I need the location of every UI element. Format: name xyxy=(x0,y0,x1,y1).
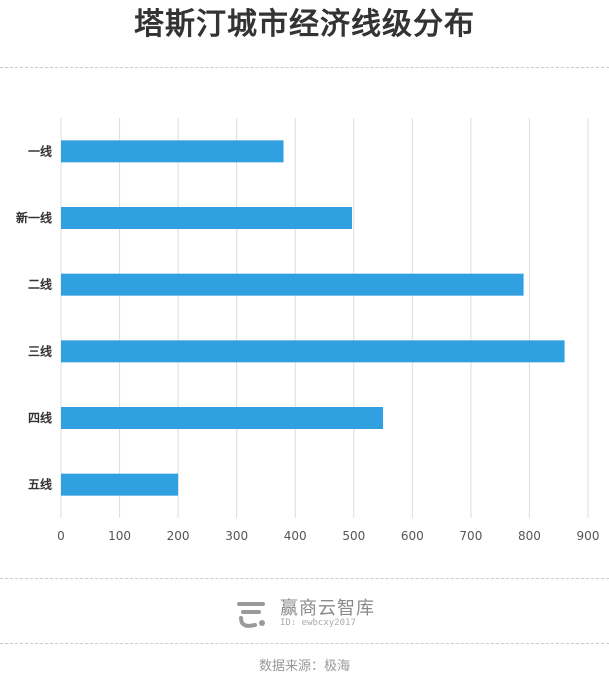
x-tick-label: 100 xyxy=(108,529,131,543)
x-tick-label: 200 xyxy=(167,529,190,543)
x-tick-label: 800 xyxy=(518,529,541,543)
y-category-label: 一线 xyxy=(28,143,52,158)
x-tick-label: 500 xyxy=(342,529,365,543)
x-tick-label: 400 xyxy=(284,529,307,543)
y-category-label: 新一线 xyxy=(16,210,52,225)
y-category-label: 四线 xyxy=(28,410,52,425)
y-category-label: 二线 xyxy=(28,277,52,292)
top-divider xyxy=(0,67,609,68)
x-tick-label: 600 xyxy=(401,529,424,543)
middle-divider xyxy=(0,578,609,579)
bar-chart: 0 100 200 300 400 500 600 700 800 900 一线新一线二线三线四线五… xyxy=(16,118,600,543)
data-source: 数据来源：极海 xyxy=(258,659,350,674)
bar xyxy=(61,473,179,496)
logo-icon xyxy=(237,602,265,628)
chart-title: 塔斯汀城市经济线级分布 xyxy=(134,7,475,42)
y-category-label: 五线 xyxy=(28,477,52,492)
x-tick-label: 300 xyxy=(225,529,248,543)
y-category-label: 三线 xyxy=(28,343,52,358)
x-tick-label: 0 xyxy=(57,529,65,543)
bar xyxy=(61,340,565,363)
bar xyxy=(61,140,284,163)
bar xyxy=(61,207,353,229)
brand-id: ID: ewbcxy2017 xyxy=(280,618,356,628)
x-tick-label: 700 xyxy=(459,529,482,543)
bottom-divider xyxy=(0,643,609,644)
brand-name: 赢商云智库 xyxy=(280,598,375,619)
bar xyxy=(61,407,384,429)
x-tick-label: 900 xyxy=(577,529,600,543)
brand-logo: 赢商云智库 ID: ewbcxy2017 xyxy=(233,590,383,632)
bar xyxy=(61,273,524,296)
